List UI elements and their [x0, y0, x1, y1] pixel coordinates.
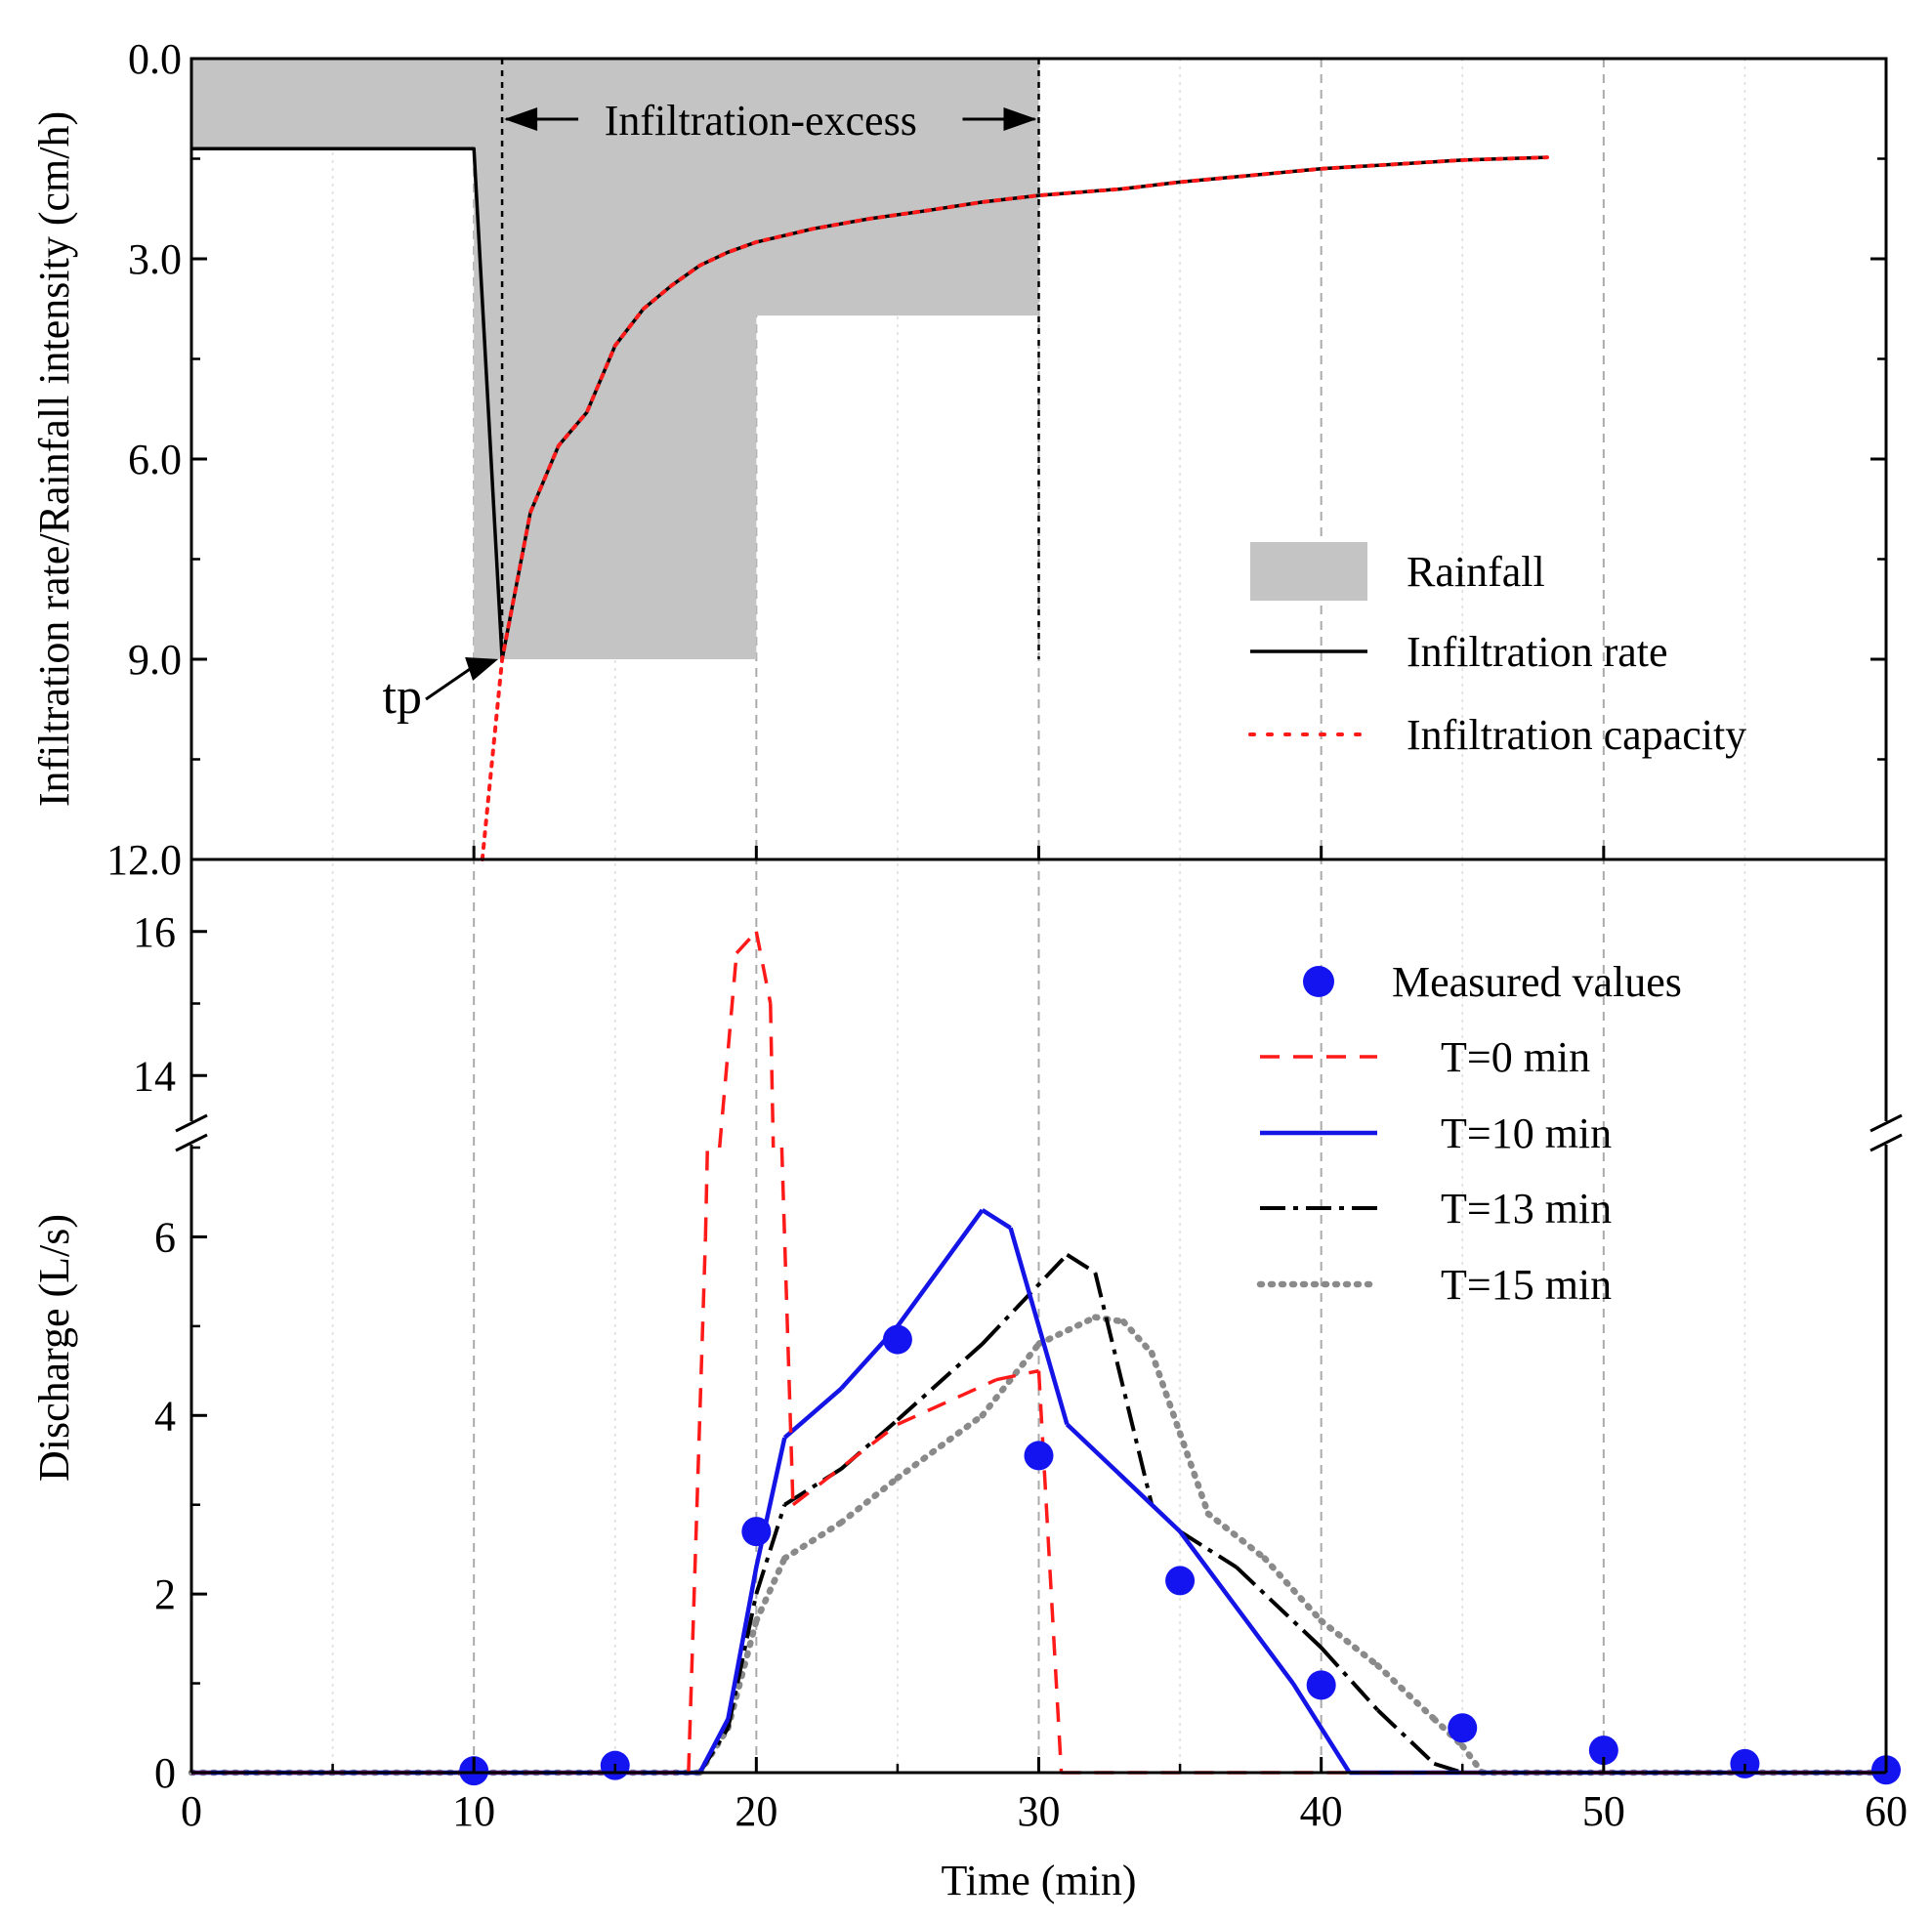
x-tick-label: 40: [1300, 1787, 1343, 1835]
axes: 0.0 3.0 6.0 9.0 12.0 0 2 4 6 14 16 0 10 20 30 40 50 60: [106, 35, 1908, 1835]
legend-bottom: Measured values T=0 min T=10 min T=13 mi…: [1256, 958, 1682, 1309]
bottom-y-tick-label: 0: [154, 1749, 176, 1797]
axis-break-mark-0a: [175, 1113, 208, 1133]
top-y-tick-label: 6.0: [128, 436, 182, 483]
bottom-y-tick-label-upper: 14: [133, 1052, 176, 1100]
legend-t15-label: T=15 min: [1441, 1261, 1612, 1309]
series-layer: [188, 146, 1901, 1786]
t0-line: [191, 930, 1886, 1775]
tp-label: tp: [383, 669, 422, 725]
legend-t10-label: T=10 min: [1441, 1109, 1612, 1157]
measured-point: [1588, 1736, 1618, 1766]
top-y-tick-label: 9.0: [128, 636, 182, 684]
tp-arrowhead: [465, 657, 499, 681]
measured-point: [1024, 1441, 1054, 1471]
legend-infiltration-rate-label: Infiltration rate: [1407, 628, 1668, 676]
infiltration-capacity-line: [480, 155, 1549, 861]
top-y-tick-label: 12.0: [106, 836, 182, 884]
legend-t0-label: T=0 min: [1441, 1033, 1590, 1081]
tp-arrow-shaft: [425, 665, 474, 701]
measured-point: [1165, 1566, 1196, 1596]
top-y-tick-label: 0.0: [128, 35, 182, 83]
legend-measured-label: Measured values: [1392, 958, 1682, 1006]
t15-line: [188, 1314, 1890, 1777]
measured-point: [1448, 1713, 1478, 1743]
legend-top: Rainfall Infiltration rate Infiltration …: [1248, 542, 1746, 759]
measured-point: [882, 1324, 912, 1355]
x-tick-label: 60: [1865, 1787, 1908, 1835]
bottom-y-tick-label: 4: [154, 1392, 176, 1440]
rainfall-area: [191, 59, 1040, 701]
legend-t13-label: T=13 min: [1441, 1185, 1612, 1233]
bottom-y-tick-label-upper: 16: [133, 908, 176, 956]
infiltration-excess-label: Infiltration-excess: [605, 97, 917, 145]
annotations: Infiltration-excess tp: [383, 97, 917, 725]
infiltration-excess-arrowhead-left: [504, 107, 538, 131]
axis-break-mark-1a: [1869, 1113, 1903, 1133]
measured-point: [1306, 1670, 1336, 1700]
legend-measured-marker: [1303, 966, 1334, 997]
top-y-tick-label: 3.0: [128, 235, 182, 283]
x-tick-label: 30: [1018, 1787, 1061, 1835]
legend-infiltration-capacity-label: Infiltration capacity: [1407, 711, 1746, 759]
bottom-y-tick-label: 2: [154, 1570, 176, 1618]
infiltration-excess-arrowhead-right: [1003, 107, 1037, 131]
x-tick-label: 10: [452, 1787, 495, 1835]
bottom-y-tick-label: 6: [154, 1213, 176, 1261]
axis-break-mark-0b: [175, 1133, 208, 1152]
x-tick-label: 0: [181, 1787, 202, 1835]
axis-break-mark-1b: [1869, 1133, 1903, 1152]
rainfall-bars: [191, 59, 1039, 659]
measured-point: [741, 1517, 772, 1547]
x-tick-label: 20: [735, 1787, 777, 1835]
x-axis-label: Time (min): [941, 1857, 1136, 1904]
measured-point: [1730, 1748, 1760, 1778]
bottom-y-axis-label: Discharge (L/s): [30, 1214, 78, 1482]
legend-rainfall-swatch: [1250, 542, 1367, 601]
top-y-axis-label: Infiltration rate/Rainfall intensity (cm…: [30, 111, 78, 807]
x-tick-label: 50: [1582, 1787, 1625, 1835]
legend-rainfall-label: Rainfall: [1407, 548, 1545, 596]
